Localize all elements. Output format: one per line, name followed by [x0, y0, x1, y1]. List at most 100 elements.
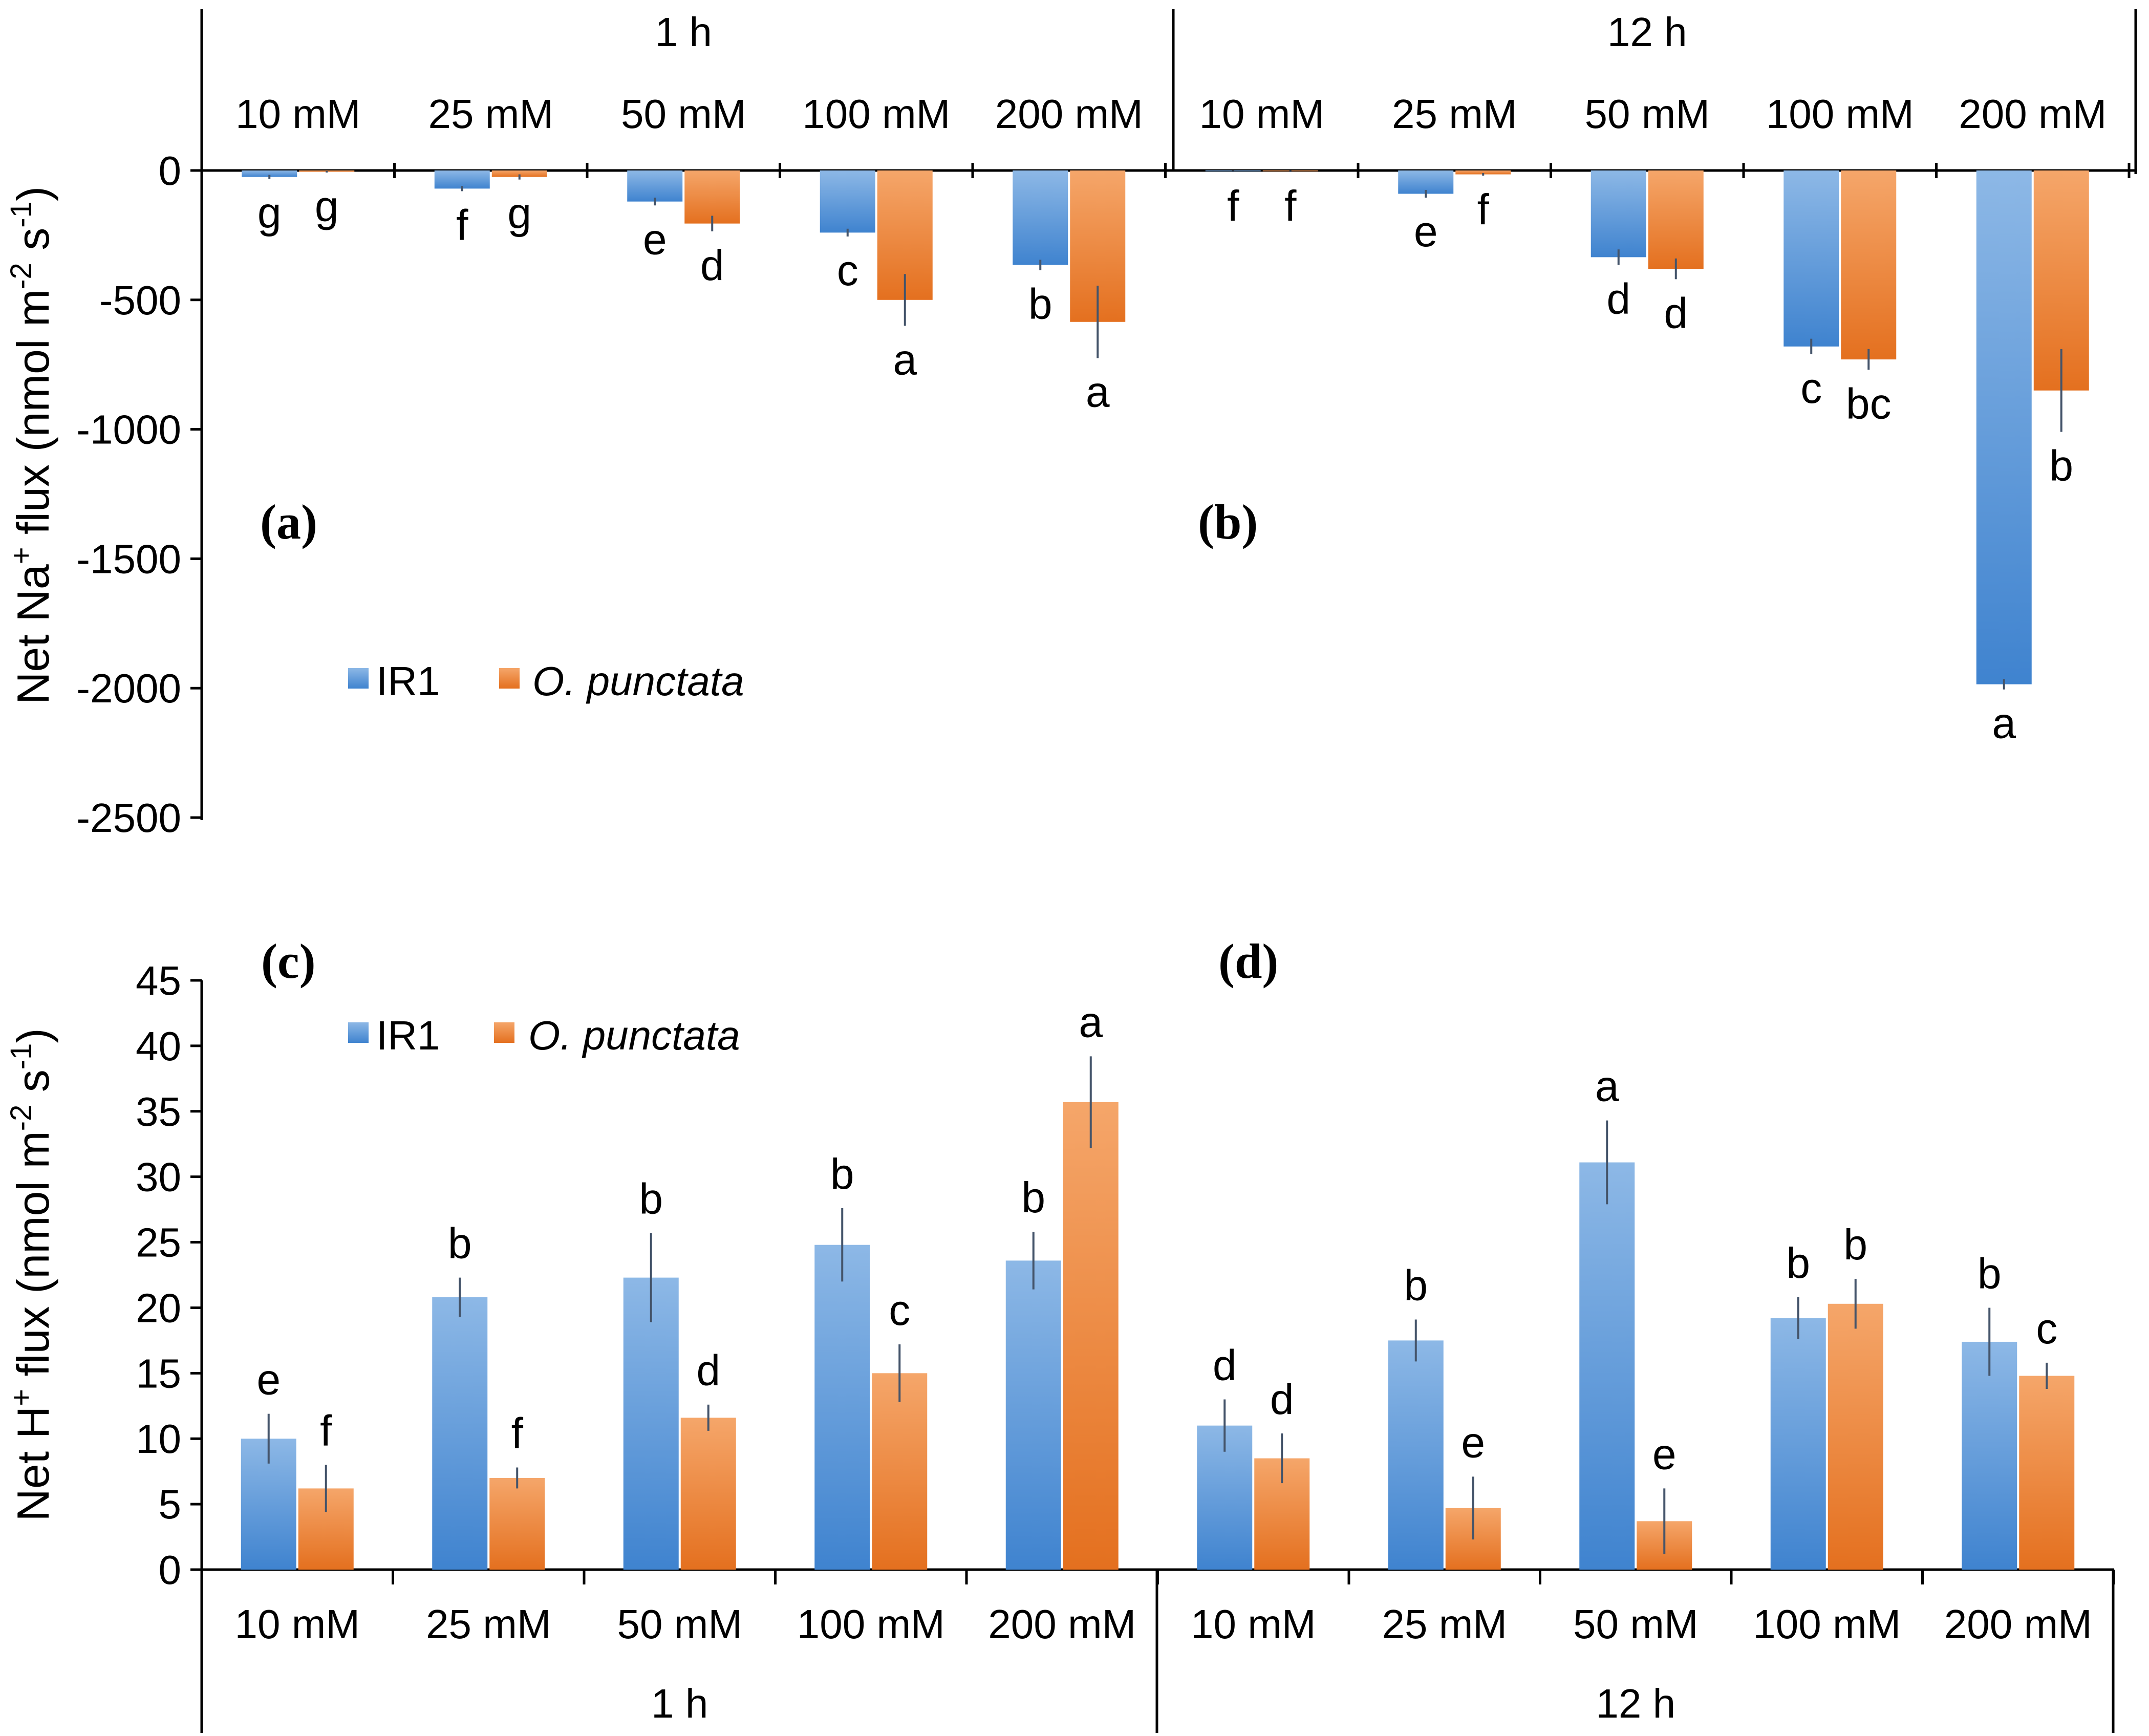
- h-legend-punctata-swatch: [494, 1022, 514, 1043]
- bottom-letter-ir1-9: b: [1786, 1239, 1810, 1287]
- top-bar-o-punctata-7: [1455, 170, 1511, 175]
- panel-label-a: (a): [260, 495, 317, 549]
- bottom-letter-o-punctata-7: e: [1461, 1418, 1485, 1466]
- top-bar-ir1-8: [1591, 170, 1646, 258]
- top-bar-o-punctata-8: [1648, 170, 1704, 269]
- bottom-y-tick-label: 10: [136, 1416, 181, 1462]
- top-bar-ir1-7: [1398, 170, 1454, 194]
- top-category-label-200-mm: 200 mM: [995, 91, 1143, 137]
- bottom-bar-ir1-2: [432, 1297, 488, 1570]
- top-category-label-100-mm: 100 mM: [1766, 91, 1914, 137]
- top-letter-o-punctata-10: b: [2049, 442, 2073, 490]
- bottom-letter-o-punctata-9: b: [1843, 1220, 1867, 1269]
- top-bar-o-punctata-3: [684, 170, 740, 224]
- top-letter-o-punctata-6: f: [1284, 182, 1297, 230]
- bottom-category-label-50-mm: 50 mM: [1573, 1601, 1699, 1647]
- bottom-y-tick-label: 30: [136, 1154, 181, 1200]
- h-category-ticks: [200, 1570, 2115, 1584]
- top-letter-o-punctata-3: d: [700, 241, 724, 289]
- h-category-labels: 10 mM 25 mM 50 mM 100 mM 200 mM 10 mM 25 mM 50 …: [235, 1601, 2092, 1647]
- top-category-label-200-mm: 200 mM: [1959, 91, 2107, 137]
- bottom-category-label-25-mm: 25 mM: [1382, 1601, 1508, 1647]
- na-bars: [242, 170, 2089, 684]
- top-letter-ir1-3: e: [643, 215, 667, 263]
- bottom-y-tick-label: 35: [136, 1089, 181, 1134]
- top-category-label-50-mm: 50 mM: [1585, 91, 1710, 137]
- top-y-tick-label: -2500: [76, 795, 181, 841]
- top-category-label-10-mm: 10 mM: [1199, 91, 1325, 137]
- na-group-labels: 1 h 12 h: [655, 9, 1687, 55]
- bottom-y-tick-label: 15: [136, 1351, 181, 1396]
- top-bar-ir1-10: [1976, 170, 2032, 684]
- bottom-bar-ir1-3: [623, 1277, 679, 1570]
- bottom-bar-o-punctata-2: [489, 1477, 545, 1570]
- h-legend-ir1-swatch: [348, 1022, 369, 1043]
- bottom-bar-ir1-4: [814, 1245, 870, 1570]
- na-legend: IR1 O. punctata: [348, 658, 744, 704]
- h-legend-ir1-label: IR1: [376, 1013, 440, 1058]
- bottom-letter-ir1-2: b: [448, 1219, 472, 1268]
- bottom-bar-ir1-10: [1962, 1341, 2017, 1570]
- bottom-category-label-50-mm: 50 mM: [617, 1601, 743, 1647]
- bottom-category-label-25-mm: 25 mM: [426, 1601, 551, 1647]
- na-category-ticks: [200, 163, 2131, 178]
- h-error-bars: [267, 1056, 2048, 1554]
- top-letter-o-punctata-1: g: [315, 182, 339, 230]
- bottom-bar-ir1-5: [1005, 1260, 1061, 1570]
- na-y-axis-title: Net Na+ flux (nmol m-2 s-1): [5, 186, 58, 704]
- bottom-letter-ir1-10: b: [1978, 1249, 2002, 1297]
- bottom-letter-o-punctata-1: f: [320, 1406, 332, 1454]
- top-y-tick-label: -500: [99, 277, 181, 323]
- bottom-y-tick-label: 40: [136, 1023, 181, 1069]
- bottom-letter-o-punctata-6: d: [1270, 1375, 1294, 1423]
- bottom-y-tick-label: 25: [136, 1220, 181, 1266]
- panel-label-b: (b): [1198, 495, 1258, 549]
- top-bar-ir1-2: [434, 170, 490, 189]
- top-letter-o-punctata-8: d: [1664, 289, 1688, 337]
- top-category-label-50-mm: 50 mM: [621, 91, 746, 137]
- h-legend: IR1 O. punctata: [348, 1013, 740, 1058]
- bottom-bar-o-punctata-10: [2019, 1376, 2075, 1570]
- bottom-category-label-10-mm: 10 mM: [235, 1601, 360, 1647]
- top-bar-o-punctata-9: [1841, 170, 1897, 360]
- bottom-letter-ir1-3: b: [639, 1175, 663, 1223]
- top-letter-ir1-1: g: [257, 189, 282, 237]
- bottom-y-tick-label: 5: [159, 1482, 182, 1527]
- top-bar-ir1-1: [242, 170, 297, 177]
- top-y-tick-label: -1500: [76, 536, 181, 582]
- bottom-group-label-12-h: 12 h: [1596, 1681, 1675, 1726]
- top-letter-ir1-10: a: [1992, 699, 2016, 747]
- top-letter-o-punctata-2: g: [507, 189, 531, 238]
- bottom-group-label-1-h: 1 h: [651, 1681, 708, 1726]
- top-letter-o-punctata-4: a: [893, 335, 917, 383]
- top-letter-o-punctata-9: bc: [1846, 379, 1892, 427]
- top-category-label-25-mm: 25 mM: [1392, 91, 1517, 137]
- bottom-y-tick-label: 20: [136, 1285, 181, 1331]
- bottom-category-label-100-mm: 100 mM: [1753, 1601, 1901, 1647]
- bottom-letter-ir1-7: b: [1404, 1261, 1428, 1309]
- bottom-bar-o-punctata-3: [680, 1418, 736, 1570]
- top-letter-o-punctata-7: f: [1477, 185, 1490, 233]
- top-bar-ir1-4: [820, 170, 875, 233]
- bottom-letter-o-punctata-2: f: [511, 1409, 524, 1457]
- h-legend-punctata-label: O. punctata: [528, 1013, 740, 1058]
- bottom-letter-o-punctata-10: c: [2036, 1304, 2057, 1353]
- bottom-category-label-100-mm: 100 mM: [797, 1601, 945, 1647]
- bottom-bar-ir1-7: [1388, 1340, 1444, 1570]
- h-y-axis-title: Net H+ flux (nmol m-2 s-1): [5, 1028, 58, 1521]
- bottom-bar-ir1-8: [1579, 1162, 1635, 1570]
- bottom-letter-ir1-8: a: [1595, 1062, 1619, 1110]
- top-letter-ir1-4: c: [837, 246, 858, 294]
- top-letter-ir1-6: f: [1227, 182, 1239, 230]
- bottom-letter-o-punctata-3: d: [696, 1346, 720, 1395]
- bottom-letter-ir1-5: b: [1021, 1173, 1045, 1221]
- top-letter-ir1-5: b: [1028, 280, 1052, 328]
- bottom-bar-o-punctata-5: [1063, 1102, 1119, 1570]
- top-letter-ir1-2: f: [456, 201, 468, 249]
- h-flux-chart: 0 5 10 15 20 25 30 35 40 45 10 mM 25 mM 50 mM 100 mM…: [5, 934, 2115, 1733]
- bottom-bar-ir1-9: [1770, 1318, 1826, 1570]
- bottom-bar-o-punctata-9: [1828, 1303, 1883, 1570]
